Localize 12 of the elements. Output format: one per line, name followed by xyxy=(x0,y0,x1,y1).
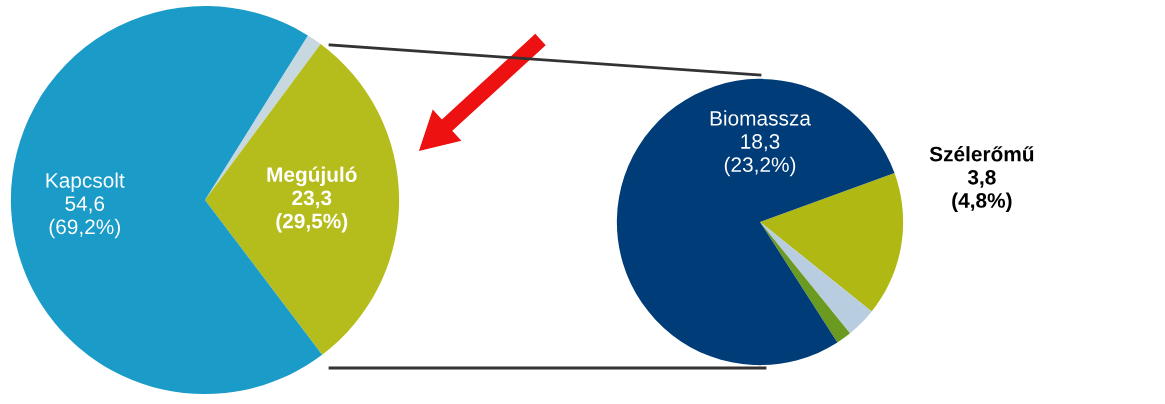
pie-slice xyxy=(760,222,872,334)
pie-slice xyxy=(205,44,400,355)
data-label: 54,6 (69,2%) xyxy=(49,196,120,239)
pie-slice xyxy=(616,78,895,366)
slice-label: Megújuló xyxy=(267,166,357,187)
data-label: 3,8 (4,8%) xyxy=(952,169,1012,212)
slice-label: Kapcsolt xyxy=(46,172,125,192)
data-label: 18,3 (23,2%) xyxy=(724,134,796,177)
data-label: 23,3 (29,5%) xyxy=(276,190,348,233)
pie-slice xyxy=(760,222,850,343)
slice-label: Szélerőmű xyxy=(929,145,1034,162)
slice-label: Biomassza xyxy=(710,110,811,126)
